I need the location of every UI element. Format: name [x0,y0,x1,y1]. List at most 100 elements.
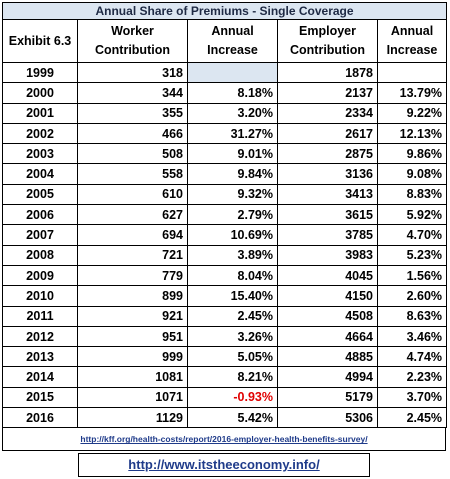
source-link[interactable]: http://kff.org/health-costs/report/2016-… [80,434,368,445]
year-cell: 2002 [2,122,78,145]
value-cell: 1.56% [376,264,448,287]
year-cell: 2006 [2,204,78,226]
value-cell: 9.86% [376,143,448,165]
value-cell: 8.63% [376,305,448,327]
value-cell: 8.83% [376,183,448,206]
value-cell: 9.32% [187,183,278,206]
value-cell: 558 [77,163,188,185]
value-cell: 2.45% [376,407,448,429]
value-cell: 779 [77,264,188,287]
year-cell: 2003 [2,143,78,165]
value-cell: 2.45% [187,305,278,327]
value-cell: 5179 [277,386,378,409]
value-cell: 3.26% [187,325,278,348]
data-row: 2004 558 9.84% 3136 9.08% [2,163,448,185]
value-cell: 2.23% [376,366,448,388]
value-cell: 9.84% [187,163,278,185]
table-title: Annual Share of Premiums - Single Covera… [1,2,448,20]
year-cell: 2011 [2,305,78,327]
value-cell: 2.79% [187,204,278,226]
year-cell: 2016 [2,407,78,429]
value-cell [376,61,448,84]
data-row: 2000 344 8.18% 2137 13.79% [2,82,448,104]
header-row: Exhibit 6.3 Worker Contribution Annual Inc… [2,19,448,63]
value-cell: 3.89% [187,244,278,266]
value-cell: 2875 [277,143,378,165]
value-cell: 3615 [277,204,378,226]
value-cell: 9.08% [376,163,448,185]
data-row: 2008 721 3.89% 3983 5.23% [2,244,448,266]
value-cell: 8.18% [187,82,278,104]
value-cell: 951 [77,325,188,348]
header-cell: Employer Contribution [277,19,378,63]
year-cell: 2013 [2,346,78,368]
value-cell: 1129 [77,407,188,429]
data-row: 2013 999 5.05% 4885 4.74% [2,346,448,368]
value-cell: 899 [77,285,188,307]
value-cell: 508 [77,143,188,165]
data-row: 2015 1071 -0.93% 5179 3.70% [2,386,448,409]
data-row: 2006 627 2.79% 3615 5.92% [2,204,448,226]
title-row: Annual Share of Premiums - Single Covera… [1,2,448,20]
value-cell: 1081 [77,366,188,388]
value-cell: 3413 [277,183,378,206]
value-cell: 3.70% [376,386,448,409]
year-cell: 2005 [2,183,78,206]
value-cell: 3.20% [187,102,278,124]
source-row: http://kff.org/health-costs/report/2016-… [2,428,446,452]
year-cell: 2009 [2,264,78,287]
value-cell: 5.05% [187,346,278,368]
value-cell: 1071 [77,386,188,409]
site-box: http://www.itstheeconomy.info/ [78,453,370,478]
value-cell: -0.93% [187,386,278,409]
value-cell: 921 [77,305,188,327]
value-cell: 13.79% [376,82,448,104]
year-cell: 2001 [2,102,78,124]
data-row: 2003 508 9.01% 2875 9.86% [2,143,448,165]
value-cell: 2137 [277,82,378,104]
value-cell: 466 [77,122,188,145]
value-cell: 721 [77,244,188,266]
value-cell: 694 [77,224,188,246]
value-cell: 8.04% [187,264,278,287]
value-cell: 2617 [277,122,378,145]
year-cell: 2004 [2,163,78,185]
header-cell: Annual Increase [187,19,278,63]
value-cell: 12.13% [376,122,448,145]
data-row: 2007 694 10.69% 3785 4.70% [2,224,448,246]
value-cell: 15.40% [187,285,278,307]
header-cell: Annual Increase [376,19,448,63]
premium-table: Annual Share of Premiums - Single Covera… [1,2,448,429]
value-cell: 9.01% [187,143,278,165]
value-cell: 344 [77,82,188,104]
value-cell: 2.60% [376,285,448,307]
data-row: 2010 899 15.40% 4150 2.60% [2,285,448,307]
value-cell: 4.70% [376,224,448,246]
data-row: 2012 951 3.26% 4664 3.46% [2,325,448,348]
header-cell: Exhibit 6.3 [2,19,78,63]
value-cell: 4664 [277,325,378,348]
year-cell: 2000 [2,82,78,104]
site-link[interactable]: http://www.itstheeconomy.info/ [128,457,320,473]
data-row: 2011 921 2.45% 4508 8.63% [2,305,448,327]
value-cell: 5.92% [376,204,448,226]
value-cell: 5.42% [187,407,278,429]
data-row: 2001 355 3.20% 2334 9.22% [2,102,448,124]
value-cell: 4994 [277,366,378,388]
value-cell: 1878 [277,61,378,84]
value-cell: 31.27% [187,122,278,145]
data-row: 2002 466 31.27% 2617 12.13% [2,122,448,145]
data-row: 2016 1129 5.42% 5306 2.45% [2,407,448,429]
value-cell: 610 [77,183,188,206]
value-cell: 8.21% [187,366,278,388]
value-cell: 318 [77,61,188,84]
value-cell: 3136 [277,163,378,185]
year-cell: 2010 [2,285,78,307]
data-row: 1999 318 1878 [2,61,448,84]
value-cell: 4508 [277,305,378,327]
value-cell: 3.46% [376,325,448,348]
year-cell: 1999 [2,61,78,84]
header-cell: Worker Contribution [77,19,188,63]
